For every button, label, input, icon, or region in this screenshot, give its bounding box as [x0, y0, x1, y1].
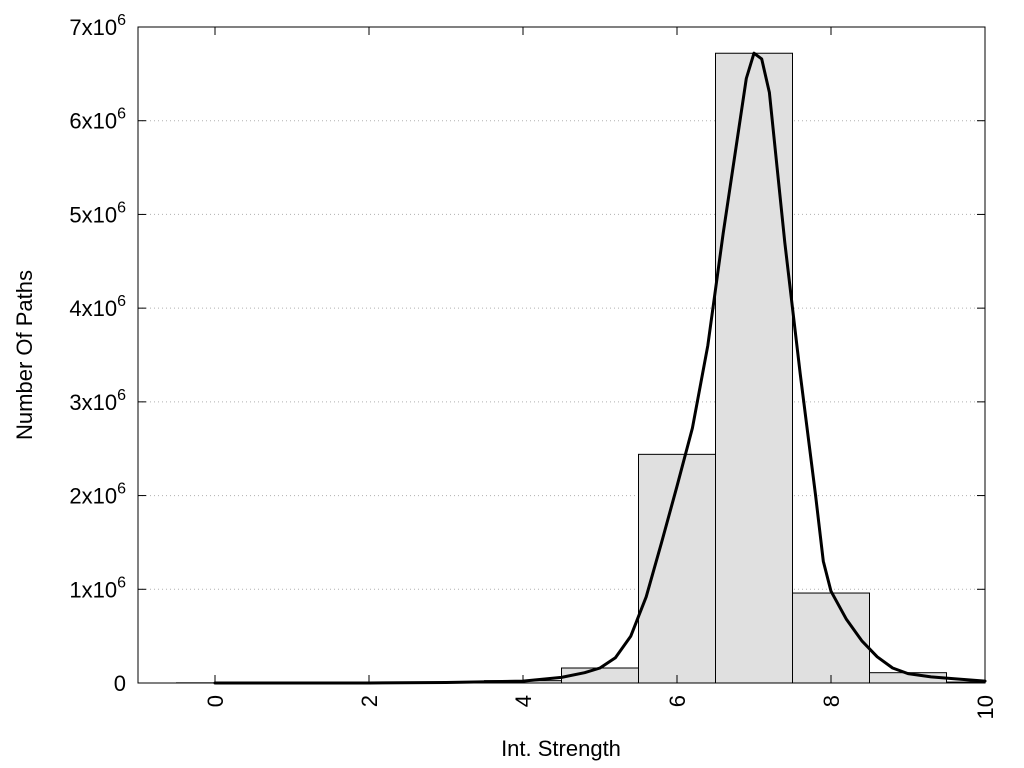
fit-curve — [213, 51, 987, 685]
histogram-bar — [638, 453, 716, 684]
grid-lines — [138, 120, 985, 590]
y-tick-label: 2x106 — [69, 481, 126, 509]
x-tick-label: 6 — [665, 695, 690, 707]
y-tick-label: 0 — [114, 671, 126, 696]
histogram-bars — [176, 52, 986, 684]
x-tick-label: 2 — [357, 695, 382, 707]
y-tick-label: 6x106 — [69, 106, 126, 134]
fit-curve-layer — [213, 51, 987, 685]
histogram-bar — [715, 52, 793, 684]
plot-frame — [137, 26, 986, 684]
y-axis-ticks: 0 1x106 2x106 3x106 4x106 5x106 6x106 7x106 — [69, 12, 985, 696]
x-tick-label: 10 — [973, 695, 998, 719]
x-tick-label: 0 — [203, 695, 228, 707]
y-tick-label: 1x106 — [69, 574, 126, 602]
y-tick-label: 4x106 — [69, 293, 126, 321]
histogram-bar — [792, 592, 870, 684]
y-axis-title: Number Of Paths — [12, 270, 37, 440]
x-tick-label: 4 — [511, 695, 536, 707]
y-tick-label: 5x106 — [69, 199, 126, 227]
x-tick-label: 8 — [819, 695, 844, 707]
y-tick-label: 7x106 — [69, 12, 126, 40]
y-tick-label: 3x106 — [69, 387, 126, 415]
x-axis-title: Int. Strength — [501, 736, 621, 761]
x-axis-ticks: 0 2 4 6 8 10 — [203, 27, 998, 719]
